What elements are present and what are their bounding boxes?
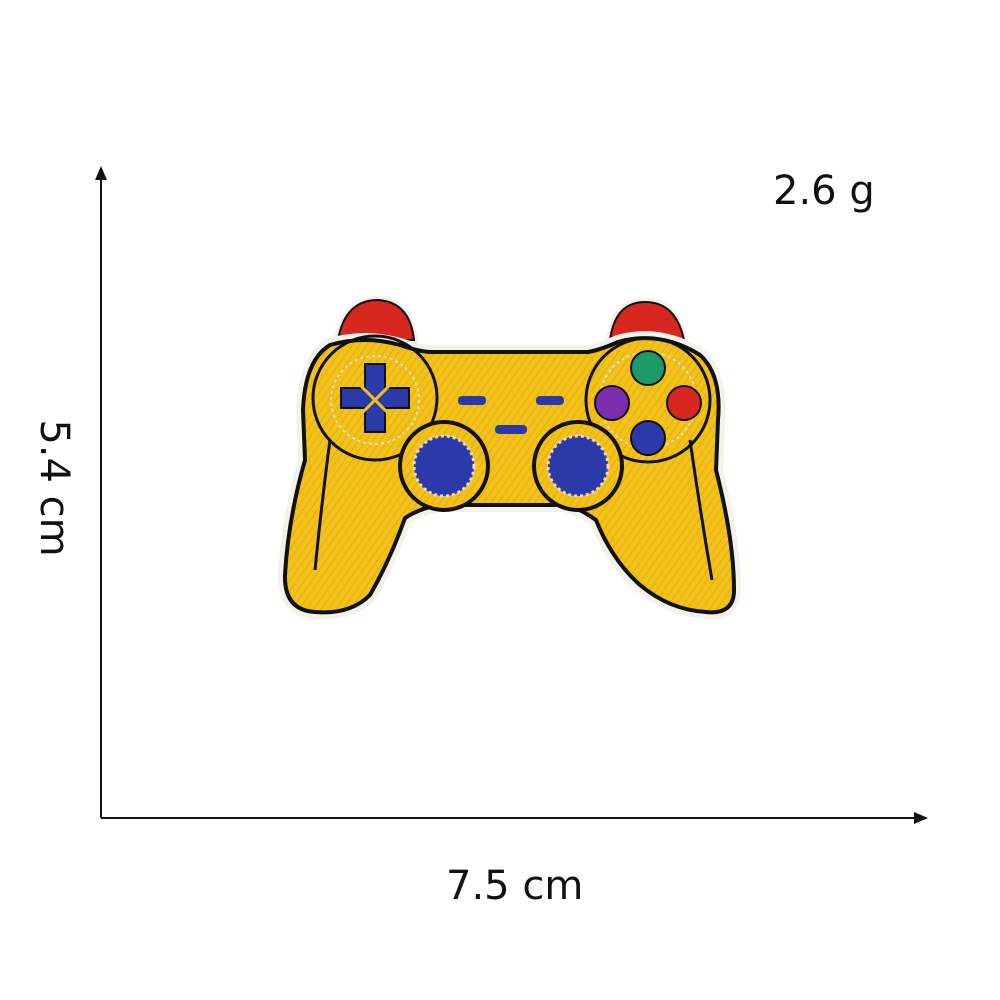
horizontal-axis-arrow-icon bbox=[914, 812, 928, 824]
dpad-icon bbox=[330, 355, 420, 445]
left-thumbstick-icon bbox=[398, 420, 490, 512]
face-button-right-icon bbox=[666, 385, 702, 421]
face-buttons-icon bbox=[594, 350, 702, 456]
right-thumbstick-icon bbox=[532, 420, 624, 512]
vertical-axis-arrow-icon bbox=[95, 166, 107, 180]
select-start-buttons-icon bbox=[458, 396, 564, 434]
face-button-top-icon bbox=[630, 350, 666, 386]
shoulder-button-left-icon bbox=[333, 295, 419, 344]
width-label: 7.5 cm bbox=[446, 863, 584, 909]
face-button-left-icon bbox=[594, 385, 630, 421]
shoulder-button-right-icon bbox=[605, 297, 689, 344]
controller-body bbox=[278, 331, 741, 620]
height-label: 5.4 cm bbox=[31, 419, 77, 557]
weight-label: 2.6 g bbox=[773, 168, 875, 214]
face-button-bottom-icon bbox=[630, 420, 666, 456]
